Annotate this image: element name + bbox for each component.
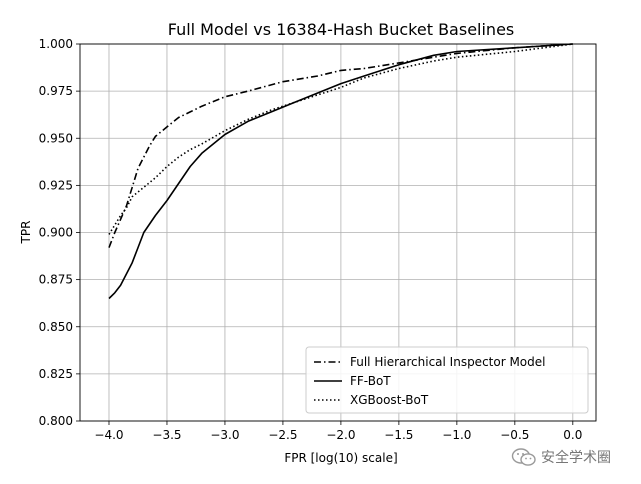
y-axis-label: TPR [19,221,33,245]
y-tick-label: 0.875 [39,273,73,287]
y-tick-label: 0.900 [39,226,73,240]
series-line-2 [108,43,573,300]
legend-label: XGBoost-BoT [350,393,429,407]
x-tick-label: 0.0 [563,428,582,442]
chart-title: Full Model vs 16384-Hash Bucket Baseline… [168,20,515,39]
y-tick-label: 1.000 [39,37,73,51]
plot-frame [79,43,597,422]
legend-label: FF-BoT [350,374,391,388]
x-axis-label: FPR [log(10) scale] [284,451,397,465]
legend-box [305,346,589,414]
wechat-icon [511,448,536,466]
series-line-1 [108,43,573,248]
series-line-3 [108,43,573,235]
legend-label: Full Hierarchical Inspector Model [350,355,546,369]
watermark-text: 安全学术圈 [541,450,611,466]
x-tick-label: −1.5 [384,428,413,442]
x-tick-label: −1.0 [442,428,471,442]
legend: Full Hierarchical Inspector Model FF-BoT X… [305,346,589,414]
x-tick-label: −3.5 [152,428,181,442]
x-tick-label: −0.5 [500,428,529,442]
watermark: 安全学术圈 [511,446,636,468]
y-tick-label: 0.925 [39,178,73,192]
x-tick-label: −2.0 [326,428,355,442]
x-tick-label: −3.0 [210,428,239,442]
y-tick-label: 0.825 [39,367,73,381]
x-tick-label: −4.0 [94,428,123,442]
x-tick-label: −2.5 [268,428,297,442]
y-tick-label: 0.850 [39,320,73,334]
y-tick-label: 0.975 [39,84,73,98]
y-tick-label: 0.800 [39,414,73,428]
plot-area: −4.0 −3.5 −3.0 −2.5 −2.0 −1.5 −1.0 −0.5 0.0 0.800… [39,37,597,442]
y-tick-label: 0.950 [39,131,73,145]
